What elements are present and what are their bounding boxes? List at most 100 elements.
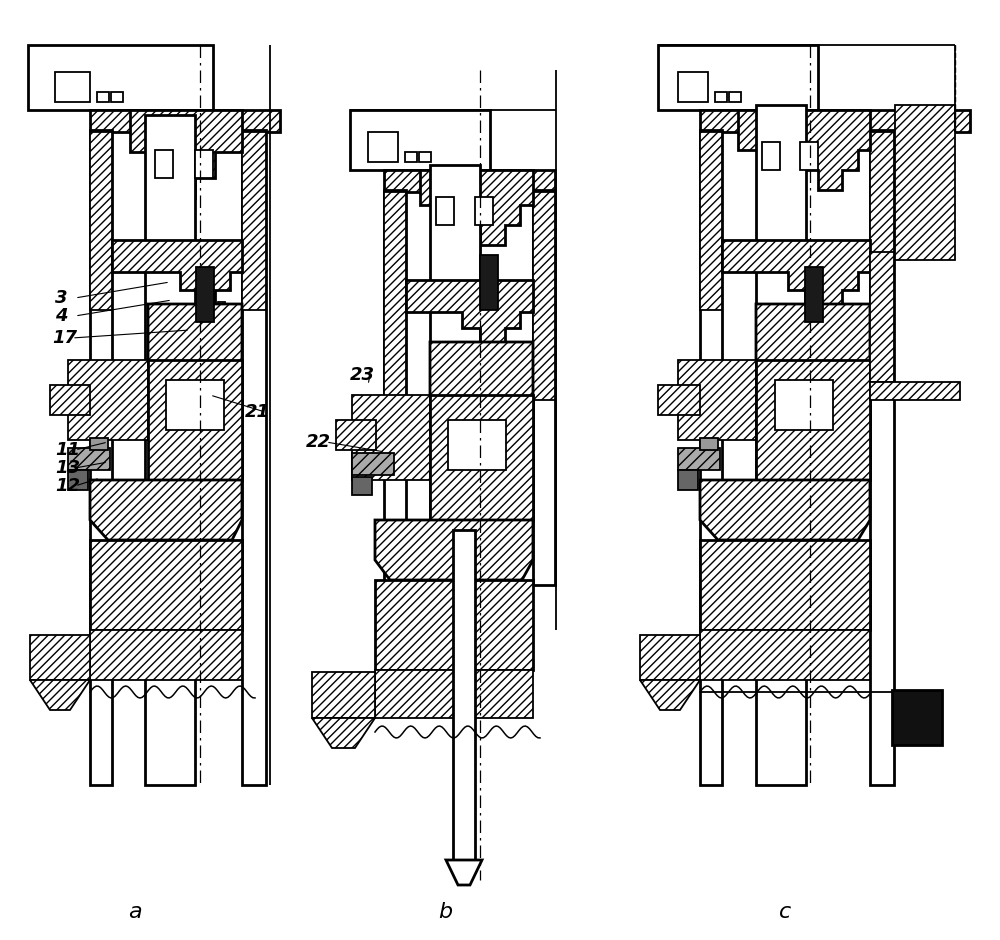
Polygon shape	[112, 240, 242, 310]
Bar	[715, 92, 727, 102]
Bar	[475, 197, 493, 225]
Polygon shape	[50, 385, 90, 415]
Bar	[436, 197, 454, 225]
Text: 12: 12	[55, 477, 80, 495]
Bar	[90, 438, 108, 450]
Polygon shape	[870, 132, 894, 380]
Polygon shape	[384, 170, 555, 192]
Bar	[195, 150, 213, 178]
Bar	[892, 690, 942, 745]
Bar	[352, 453, 394, 475]
Polygon shape	[30, 635, 90, 680]
Polygon shape	[336, 420, 376, 450]
Bar	[700, 438, 718, 450]
Polygon shape	[420, 170, 533, 245]
Polygon shape	[678, 360, 756, 440]
Bar	[55, 72, 90, 102]
Bar	[419, 152, 431, 162]
Polygon shape	[700, 110, 970, 132]
Polygon shape	[406, 280, 533, 348]
Text: 21: 21	[245, 403, 270, 421]
Bar	[870, 130, 894, 785]
Bar	[218, 302, 225, 320]
Polygon shape	[700, 630, 870, 680]
Polygon shape	[738, 110, 870, 190]
Bar	[368, 132, 398, 162]
Polygon shape	[430, 342, 533, 470]
Bar	[678, 448, 720, 470]
Bar	[678, 72, 708, 102]
Polygon shape	[312, 672, 375, 718]
Text: 4: 4	[55, 307, 68, 325]
Bar	[775, 380, 833, 430]
Polygon shape	[148, 304, 242, 430]
Bar	[827, 302, 834, 320]
Polygon shape	[870, 382, 960, 400]
Bar	[166, 380, 224, 430]
Polygon shape	[756, 360, 870, 480]
Bar	[800, 142, 818, 170]
Polygon shape	[384, 192, 406, 400]
Polygon shape	[90, 480, 242, 540]
Polygon shape	[446, 860, 482, 885]
Polygon shape	[90, 630, 242, 680]
Polygon shape	[68, 360, 148, 440]
Polygon shape	[375, 580, 533, 670]
Polygon shape	[700, 132, 722, 310]
Text: 13: 13	[55, 459, 80, 477]
Polygon shape	[90, 540, 242, 630]
Polygon shape	[375, 520, 533, 580]
Polygon shape	[130, 110, 242, 198]
Polygon shape	[375, 670, 533, 718]
Text: 23: 23	[350, 366, 375, 384]
Polygon shape	[700, 540, 870, 630]
Polygon shape	[242, 132, 266, 310]
Bar	[533, 190, 555, 585]
Bar	[196, 267, 214, 322]
Text: 22: 22	[306, 433, 331, 451]
Bar	[700, 130, 722, 785]
Polygon shape	[90, 110, 280, 132]
Bar	[453, 530, 475, 860]
Polygon shape	[658, 385, 700, 415]
Polygon shape	[352, 395, 430, 480]
Text: 3: 3	[55, 289, 68, 307]
Bar	[352, 477, 372, 495]
Polygon shape	[533, 192, 555, 400]
Bar	[97, 92, 109, 102]
Text: 17: 17	[52, 329, 77, 347]
Bar	[658, 45, 818, 110]
Bar	[678, 470, 698, 490]
Bar	[480, 255, 498, 310]
Text: c: c	[779, 902, 791, 922]
Bar	[28, 45, 213, 110]
Bar	[502, 297, 509, 315]
Polygon shape	[756, 304, 870, 430]
Polygon shape	[430, 395, 533, 520]
Text: b: b	[438, 902, 452, 922]
Bar	[242, 130, 266, 785]
Text: 11: 11	[55, 441, 80, 459]
Polygon shape	[90, 132, 112, 310]
Bar	[895, 105, 955, 260]
Bar	[68, 470, 88, 490]
Text: a: a	[128, 902, 142, 922]
Bar	[350, 110, 490, 170]
Bar	[430, 165, 480, 630]
Polygon shape	[722, 240, 870, 310]
Bar	[870, 252, 894, 382]
Bar	[111, 92, 123, 102]
Bar	[805, 267, 823, 322]
Polygon shape	[700, 480, 870, 540]
Bar	[384, 190, 406, 585]
Bar	[90, 130, 112, 785]
Bar	[145, 115, 195, 785]
Polygon shape	[148, 360, 242, 480]
Bar	[155, 150, 173, 178]
Bar	[68, 448, 110, 470]
Bar	[729, 92, 741, 102]
Polygon shape	[640, 680, 700, 710]
Bar	[448, 420, 506, 470]
Bar	[762, 142, 780, 170]
Polygon shape	[30, 680, 90, 710]
